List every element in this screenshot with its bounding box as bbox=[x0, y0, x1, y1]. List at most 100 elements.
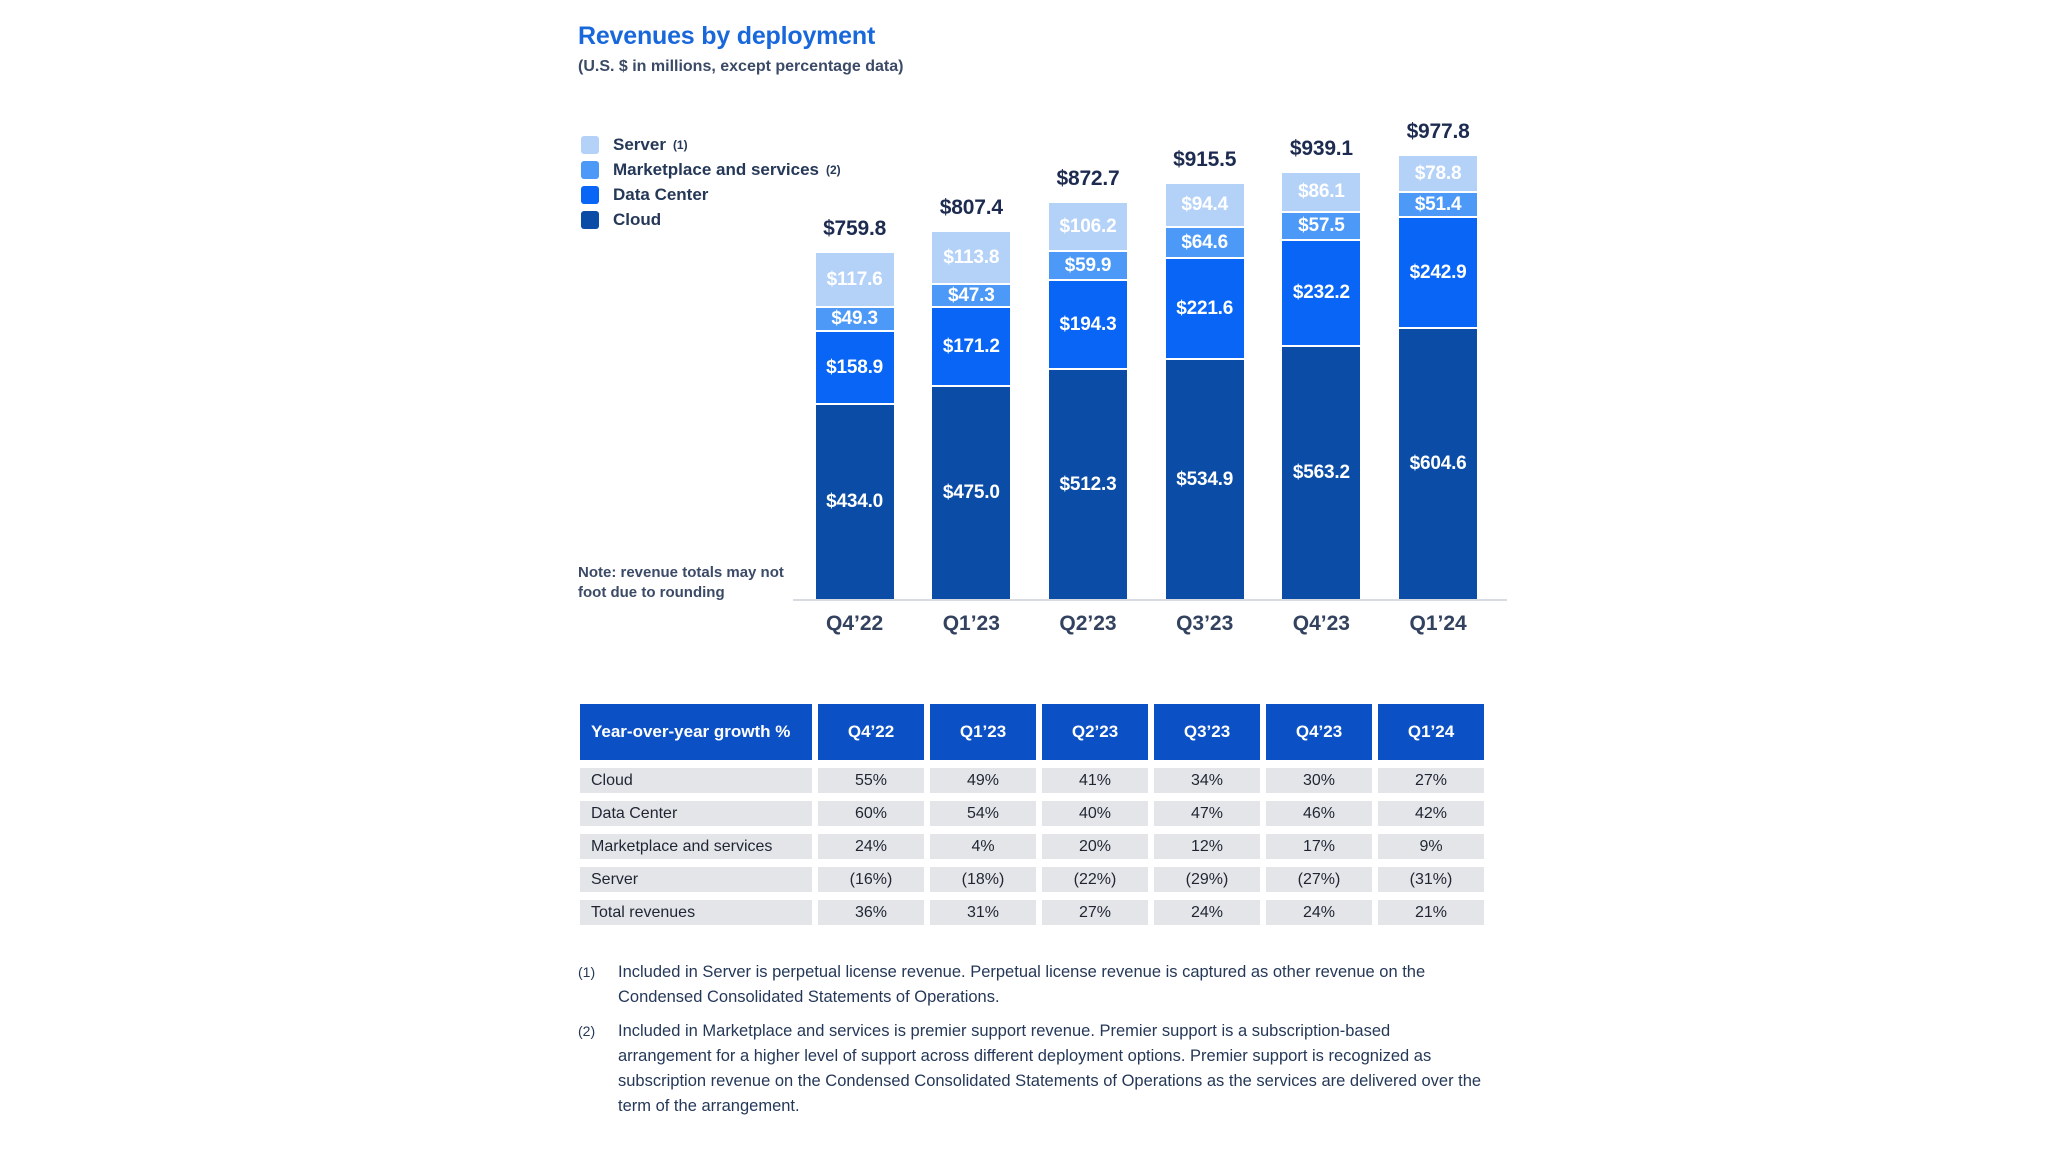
table-cell: 27% bbox=[1378, 768, 1484, 793]
x-axis-label-Q4’23: Q4’23 bbox=[1292, 612, 1350, 635]
segment-data-center: $194.3 bbox=[1049, 281, 1127, 368]
segment-cloud: $604.6 bbox=[1399, 329, 1478, 599]
table-cell: 24% bbox=[1154, 900, 1260, 925]
table-cell: 36% bbox=[818, 900, 924, 925]
rounding-note: Note: revenue totals may not foot due to… bbox=[578, 564, 784, 601]
footnote-marker: (1) bbox=[578, 964, 596, 980]
table-row-label: Server bbox=[580, 867, 812, 892]
bar-Q4’23: $86.1 $57.5 $232.2 $563.2 bbox=[1282, 173, 1361, 599]
table-cell: 20% bbox=[1042, 834, 1148, 859]
footnote: (1) Included in Server is perpetual licen… bbox=[578, 960, 1488, 1010]
chart-legend: Server (1) Marketplace and services (2) Data… bbox=[581, 135, 841, 229]
bar-Q1’23: $113.8 $47.3 $171.2 $475.0 bbox=[932, 232, 1011, 599]
table-cell: 31% bbox=[930, 900, 1036, 925]
table-cell: 9% bbox=[1378, 834, 1484, 859]
x-axis-line bbox=[793, 599, 1507, 601]
legend-item: Server (1) bbox=[581, 135, 841, 154]
segment-data-center: $221.6 bbox=[1165, 259, 1244, 358]
segment-data-center: $171.2 bbox=[932, 308, 1011, 385]
page-title: Revenues by deployment bbox=[578, 22, 876, 50]
legend-item-label: Data Center bbox=[613, 185, 709, 204]
table-cell: 21% bbox=[1378, 900, 1484, 925]
table-cell: 30% bbox=[1266, 768, 1372, 793]
legend-item: Cloud bbox=[581, 210, 841, 229]
legend-item: Data Center bbox=[581, 185, 841, 204]
table-header-Q2’23: Q2’23 bbox=[1042, 704, 1148, 760]
bar-Q1’24: $78.8 $51.4 $242.9 $604.6 bbox=[1399, 156, 1478, 599]
segment-server: $78.8 bbox=[1399, 156, 1478, 191]
table-header-Q1’23: Q1’23 bbox=[930, 704, 1036, 760]
segment-data-center: $242.9 bbox=[1399, 218, 1478, 327]
segment-marketplace-and-services: $49.3 bbox=[815, 308, 894, 330]
total-label-Q2’23: $872.7 bbox=[1056, 167, 1120, 190]
table-row-label: Data Center bbox=[580, 801, 812, 826]
x-axis-label-Q1’24: Q1’24 bbox=[1409, 612, 1467, 635]
legend-swatch-cloud bbox=[581, 211, 599, 229]
table-cell: 55% bbox=[818, 768, 924, 793]
table-cell: (31%) bbox=[1378, 867, 1484, 892]
table-cell: (18%) bbox=[930, 867, 1036, 892]
table-cell: 41% bbox=[1042, 768, 1148, 793]
segment-cloud: $534.9 bbox=[1165, 360, 1244, 599]
table-cell: (22%) bbox=[1042, 867, 1148, 892]
table-cell: 34% bbox=[1154, 768, 1260, 793]
segment-cloud: $475.0 bbox=[932, 387, 1011, 599]
segment-marketplace-and-services: $47.3 bbox=[932, 285, 1011, 306]
total-label-Q1’24: $977.8 bbox=[1406, 120, 1470, 143]
footnote: (2) Included in Marketplace and services … bbox=[578, 1019, 1488, 1119]
legend-item-label: Marketplace and services bbox=[613, 160, 820, 179]
segment-server: $94.4 bbox=[1165, 184, 1244, 226]
table-cell: 12% bbox=[1154, 834, 1260, 859]
footnote-marker: (2) bbox=[578, 1023, 596, 1039]
table-cell: (29%) bbox=[1154, 867, 1260, 892]
total-label-Q4’23: $939.1 bbox=[1289, 137, 1353, 160]
table-cell: 42% bbox=[1378, 801, 1484, 826]
table-cell: 46% bbox=[1266, 801, 1372, 826]
legend-swatch-data-center bbox=[581, 186, 599, 204]
table-cell: 60% bbox=[818, 801, 924, 826]
table-cell: 24% bbox=[1266, 900, 1372, 925]
table-row-label: Cloud bbox=[580, 768, 812, 793]
table-header-label: Year-over-year growth % bbox=[580, 704, 812, 760]
segment-data-center: $232.2 bbox=[1282, 241, 1361, 345]
table-cell: 54% bbox=[930, 801, 1036, 826]
segment-marketplace-and-services: $57.5 bbox=[1282, 213, 1361, 239]
legend-swatch-server bbox=[581, 136, 599, 154]
table-header-Q4’23: Q4’23 bbox=[1266, 704, 1372, 760]
table-cell: 40% bbox=[1042, 801, 1148, 826]
segment-marketplace-and-services: $51.4 bbox=[1399, 193, 1478, 216]
footnote-text: Included in Server is perpetual license … bbox=[618, 963, 1426, 1006]
total-label-Q1’23: $807.4 bbox=[939, 196, 1003, 219]
segment-marketplace-and-services: $59.9 bbox=[1049, 252, 1127, 279]
segment-cloud: $512.3 bbox=[1049, 370, 1127, 599]
table-cell: 27% bbox=[1042, 900, 1148, 925]
footnote-text: Included in Marketplace and services is … bbox=[618, 1022, 1482, 1115]
segment-cloud: $563.2 bbox=[1282, 347, 1361, 599]
x-axis-label-Q3’23: Q3’23 bbox=[1176, 612, 1234, 635]
footnotes: (1) Included in Server is perpetual licen… bbox=[578, 960, 1488, 1119]
segment-marketplace-and-services: $64.6 bbox=[1165, 228, 1244, 257]
bar-Q4’22: $117.6 $49.3 $158.9 $434.0 bbox=[815, 253, 894, 599]
x-axis-label-Q2’23: Q2’23 bbox=[1059, 612, 1117, 635]
table-header-Q1’24: Q1’24 bbox=[1378, 704, 1484, 760]
total-label-Q4’22: $759.8 bbox=[823, 217, 887, 240]
legend-item-label: Server bbox=[613, 135, 666, 154]
segment-cloud: $434.0 bbox=[815, 405, 894, 599]
table-cell: 24% bbox=[818, 834, 924, 859]
segment-server: $86.1 bbox=[1282, 173, 1361, 211]
legend-swatch-marketplace-and-services bbox=[581, 161, 599, 179]
yoy-growth-table: Year-over-year growth % Q4’22 Q1’23 Q2’23 Q3… bbox=[580, 704, 1484, 925]
legend-item: Marketplace and services (2) bbox=[581, 160, 841, 179]
table-header-Q3’23: Q3’23 bbox=[1154, 704, 1260, 760]
total-label-Q3’23: $915.5 bbox=[1173, 148, 1237, 171]
page-subtitle: (U.S. $ in millions, except percentage d… bbox=[578, 58, 904, 75]
table-row-label: Marketplace and services bbox=[580, 834, 812, 859]
legend-footnote-ref: (1) bbox=[672, 138, 688, 152]
segment-server: $113.8 bbox=[932, 232, 1011, 283]
x-axis-label-Q1’23: Q1’23 bbox=[942, 612, 1000, 635]
legend-footnote-ref: (2) bbox=[826, 163, 841, 177]
bar-Q3’23: $94.4 $64.6 $221.6 $534.9 bbox=[1165, 184, 1244, 599]
table-cell: 47% bbox=[1154, 801, 1260, 826]
segment-server: $106.2 bbox=[1049, 203, 1127, 250]
